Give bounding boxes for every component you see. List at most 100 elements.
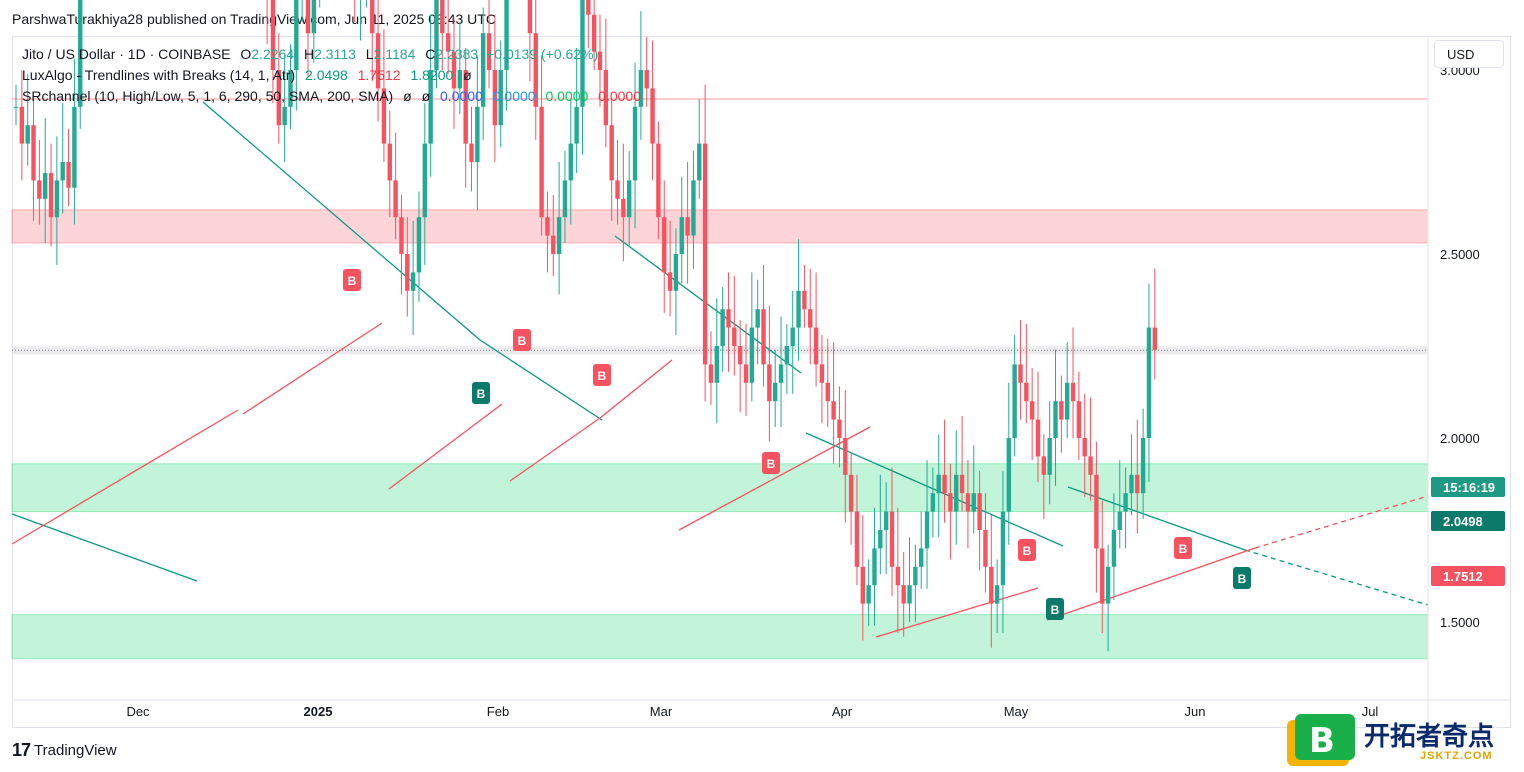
break-marker-down-label: B <box>767 457 776 471</box>
candle-body <box>1012 364 1017 438</box>
candle-body <box>971 493 976 512</box>
candle-body <box>679 217 684 254</box>
candle-body <box>19 106 25 144</box>
candle-body <box>965 493 971 512</box>
indicator-legend-row-1[interactable]: LuxAlgo - Trendlines with Breaks (14, 1,… <box>22 65 641 86</box>
candle-body <box>457 70 463 89</box>
candle-body <box>1047 438 1052 475</box>
candle-body <box>1117 511 1122 530</box>
watermark-badge-icon: B <box>1287 714 1355 766</box>
candle-body <box>1065 382 1070 420</box>
candle-body <box>615 180 620 199</box>
candle-body <box>732 327 737 346</box>
candle-body <box>60 162 65 181</box>
candle-body <box>451 51 457 89</box>
candle-body <box>527 0 533 34</box>
break-marker-up <box>1233 567 1251 589</box>
break-marker-down-label: B <box>1023 544 1032 558</box>
candle-body <box>25 125 30 144</box>
publisher-line: ParshwaTurakhiya28 published on TradingVi… <box>12 11 500 27</box>
candle-body <box>393 180 398 218</box>
candle-body <box>486 33 492 70</box>
candle-body <box>691 180 696 236</box>
candle-body <box>767 364 772 402</box>
candle-body <box>673 254 679 291</box>
candle-body <box>545 217 550 236</box>
indicator2-value-2: ø <box>421 88 431 104</box>
candle-body <box>1123 493 1128 512</box>
candle-body <box>399 217 404 254</box>
candle-body <box>872 548 877 586</box>
candle-body <box>843 438 848 475</box>
lower-trend-price-tag <box>1431 566 1505 586</box>
chart-legend: Jito / US Dollar · 1D · COINBASE O2.2264… <box>22 44 641 107</box>
candle-body <box>504 0 509 70</box>
indicator1-value-4: ø <box>463 67 472 83</box>
upper-trend-price-tag <box>1431 511 1505 531</box>
currency-button[interactable]: USD <box>1434 40 1504 68</box>
uptrend-line-7 <box>875 587 1039 638</box>
candle-body <box>755 309 760 328</box>
indicator2-value-4: 0.0000 <box>492 88 536 104</box>
indicator2-value-5: 0.0000 <box>545 88 589 104</box>
candle-body <box>989 566 994 604</box>
x-axis-tick: May <box>1004 704 1029 719</box>
candle-body <box>773 382 778 402</box>
uptrend-line-4 <box>509 417 601 482</box>
downtrend-projection <box>1244 549 1429 606</box>
candle-body <box>66 162 71 188</box>
break-marker-down-label: B <box>348 274 357 288</box>
resistance-zone-1 <box>11 209 1429 244</box>
candle-body <box>621 198 626 218</box>
candle-body <box>959 474 965 494</box>
candle-body <box>1053 401 1058 438</box>
candle-body <box>591 14 597 52</box>
candle-body <box>78 0 83 107</box>
indicator2-value-3: 0.0000 <box>440 88 483 104</box>
symbol-legend-row[interactable]: Jito / US Dollar · 1D · COINBASE O2.2264… <box>22 44 641 65</box>
candle-body <box>405 254 410 291</box>
candle-body <box>533 33 538 107</box>
author-name[interactable]: ParshwaTurakhiya28 <box>12 11 143 27</box>
candle-body <box>31 125 36 181</box>
break-marker-down <box>343 269 361 291</box>
uptrend-line-8 <box>1046 547 1256 621</box>
candle-body <box>1135 474 1140 494</box>
uptrend-line-5 <box>599 359 673 419</box>
candle-body <box>948 493 953 512</box>
candle-body <box>288 70 293 107</box>
candle-body <box>445 33 451 52</box>
candle-body <box>1100 548 1105 604</box>
candle-body <box>930 493 936 512</box>
published-text: published on TradingView.com, Jun 11, 20… <box>147 11 496 27</box>
chart-frame <box>12 36 1511 728</box>
indicator2-value-6: 0.0000 <box>598 88 641 104</box>
candle-body <box>387 143 392 181</box>
candle-body <box>305 0 311 34</box>
candle-body <box>702 143 708 365</box>
symbol-name: Jito / US Dollar · 1D · COINBASE <box>22 46 231 62</box>
candle-body <box>1006 438 1011 512</box>
candle-body <box>685 217 690 236</box>
candle-body <box>1024 382 1029 402</box>
tradingview-logo[interactable]: 17 TradingView <box>12 740 117 761</box>
candle-body <box>632 106 638 181</box>
candle-body <box>714 346 719 383</box>
indicator-legend-row-2[interactable]: SRchannel (10, High/Low, 5, 1, 6, 290, 5… <box>22 86 641 107</box>
candle-body <box>556 217 562 254</box>
candle-body <box>1041 456 1047 475</box>
candle-body <box>860 566 865 604</box>
downtrend-line-2 <box>202 101 481 341</box>
candle-body <box>475 106 480 162</box>
candle-body <box>638 70 644 107</box>
open-label: O <box>240 46 252 62</box>
candle-body <box>562 180 568 218</box>
candle-body <box>913 566 918 586</box>
candle-body <box>743 364 749 383</box>
candle-body <box>574 106 579 144</box>
uptrend-line-6 <box>678 426 871 531</box>
high-value: 2.3113 <box>314 46 356 62</box>
break-marker-down <box>513 329 531 351</box>
x-axis-tick: Apr <box>832 704 853 719</box>
